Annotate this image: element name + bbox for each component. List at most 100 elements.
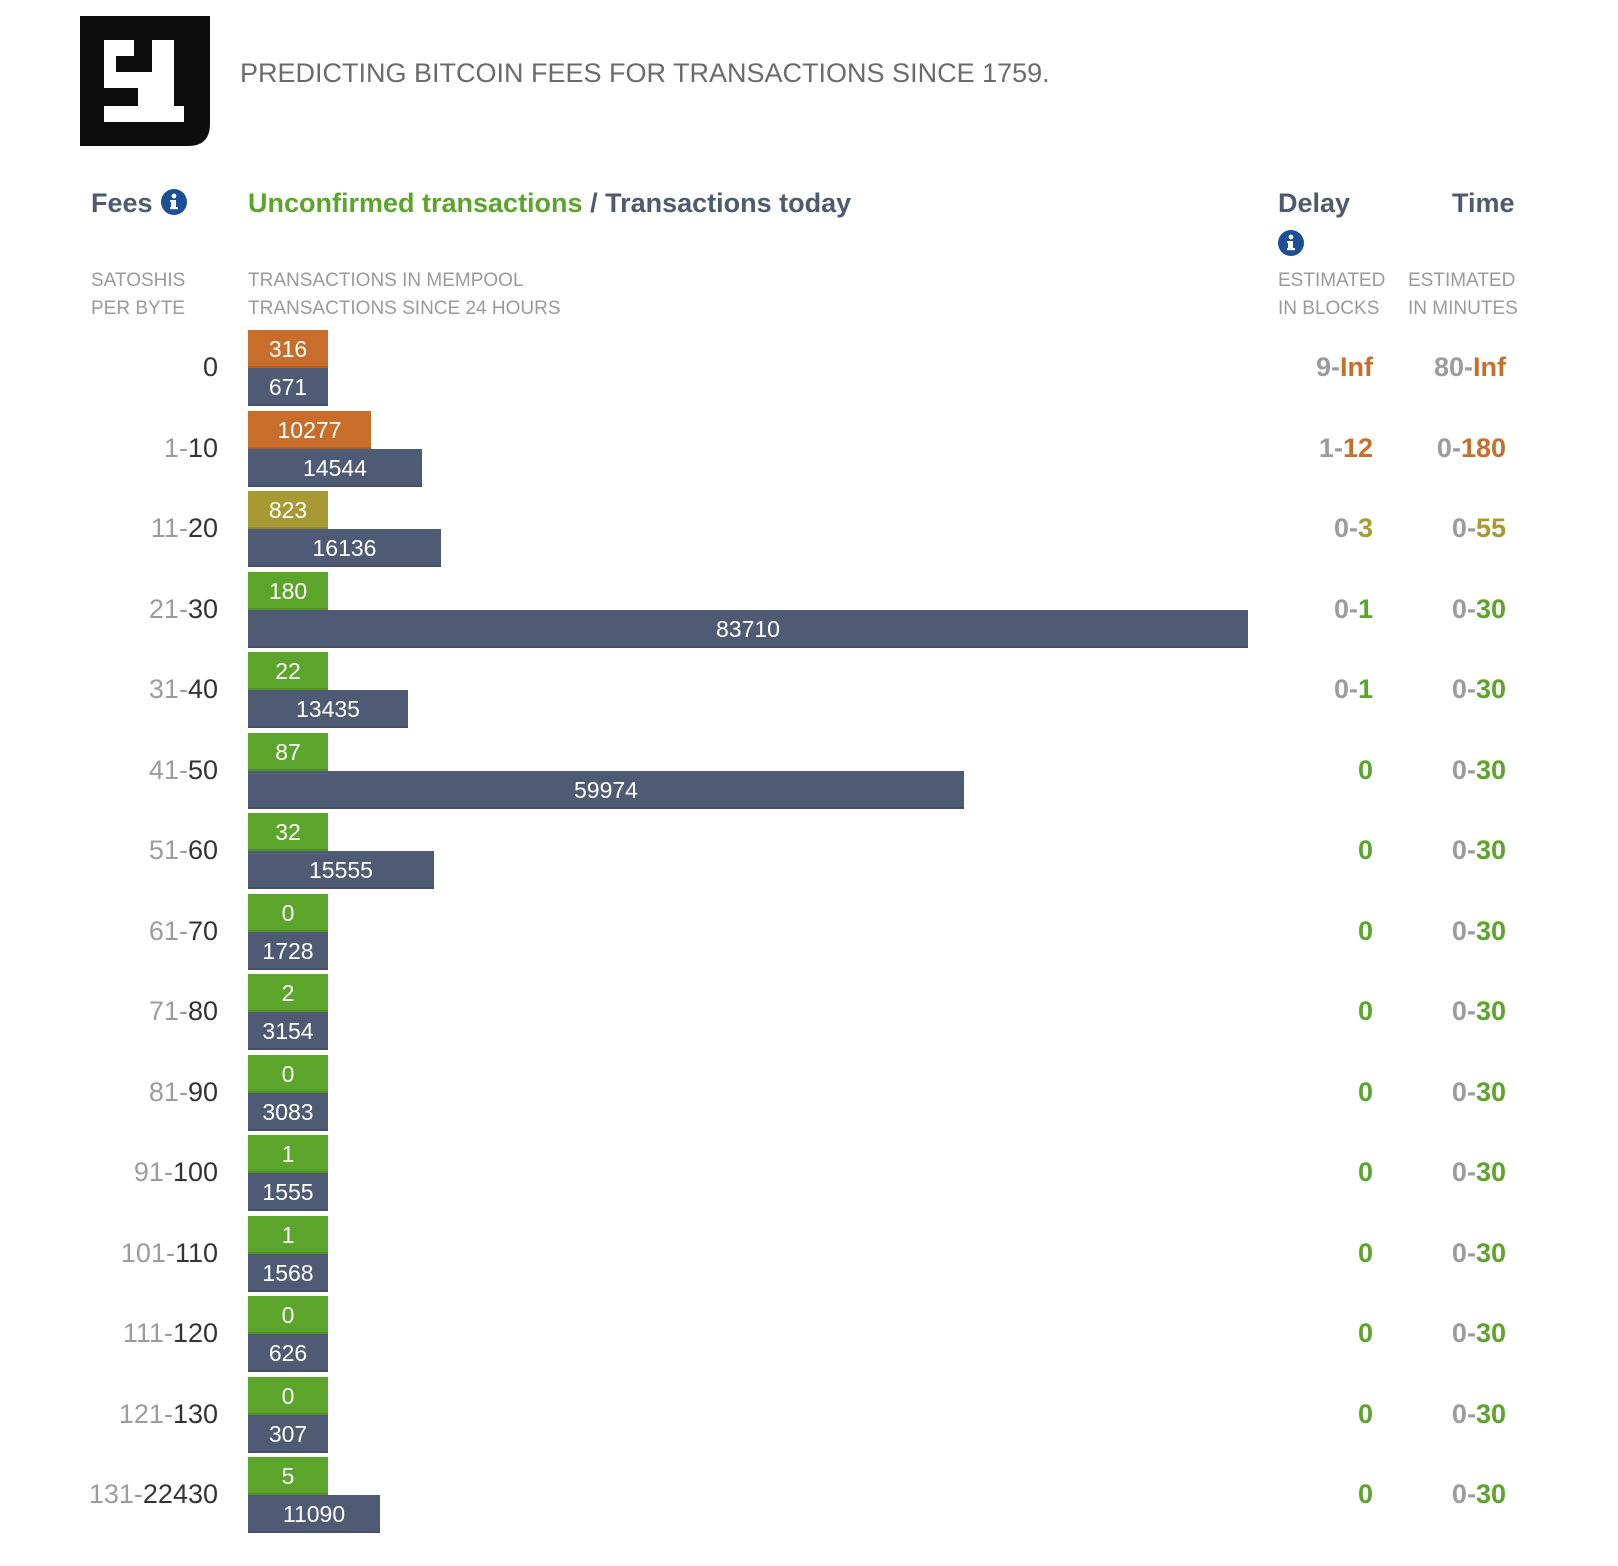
- range-dash: -: [178, 513, 188, 543]
- range-dash: -: [163, 1157, 173, 1187]
- fee-range-low: 121: [118, 1398, 164, 1429]
- today-bar[interactable]: 1728: [248, 931, 328, 970]
- time-low: 0: [1451, 674, 1467, 704]
- range-dash: -: [1466, 835, 1476, 865]
- fees-sub-line: SATOSHIS: [91, 270, 186, 291]
- delay-info-icon[interactable]: [1278, 230, 1304, 256]
- range-dash: -: [178, 754, 188, 785]
- mempool-bar[interactable]: 823: [248, 491, 328, 529]
- today-bar[interactable]: 16136: [248, 529, 441, 567]
- unconfirmed-title: Unconfirmed transactions: [248, 188, 583, 218]
- time-high: 30: [1475, 674, 1506, 704]
- today-bar[interactable]: 59974: [248, 770, 964, 809]
- fee-range-high: 50: [187, 754, 218, 785]
- mempool-bar[interactable]: 0: [248, 1054, 328, 1093]
- delay-sub-line: ESTIMATED: [1278, 270, 1386, 291]
- time-high: 30: [1475, 835, 1506, 865]
- transactions-subheading: TRANSACTIONS IN MEMPOOL TRANSACTIONS SIN…: [248, 267, 561, 323]
- time-low: 0: [1451, 1237, 1467, 1268]
- delay-high: 0: [1357, 1157, 1373, 1187]
- delay-low: 1: [1318, 432, 1334, 463]
- mempool-bar[interactable]: 10277: [248, 410, 371, 449]
- today-bar[interactable]: 1555: [248, 1173, 328, 1211]
- delay-estimate: 0: [1358, 996, 1373, 1027]
- delay-low: 0: [1333, 593, 1349, 624]
- range-dash: -: [1466, 1157, 1476, 1187]
- fees-info-icon[interactable]: [160, 189, 187, 215]
- range-dash: -: [1348, 674, 1358, 704]
- fee-range-low: 61: [148, 915, 179, 946]
- delay-high: 12: [1342, 432, 1373, 463]
- fee-range-high: 80: [187, 996, 218, 1026]
- mempool-bar[interactable]: 316: [248, 330, 328, 368]
- today-bar[interactable]: 1568: [248, 1253, 328, 1292]
- fees-sub-line: PER BYTE: [91, 298, 185, 319]
- fee-range-value: 0: [202, 352, 218, 382]
- fee-range-low: 21: [148, 593, 179, 624]
- fee-range-low: 111: [122, 1318, 164, 1348]
- time-high: 30: [1475, 1237, 1506, 1268]
- today-bar[interactable]: 671: [248, 368, 328, 406]
- fee-range-label: 0: [203, 352, 218, 383]
- delay-low: 0: [1333, 513, 1349, 543]
- range-dash: -: [1348, 513, 1358, 543]
- mempool-bar[interactable]: 2: [248, 974, 328, 1012]
- delay-high: 0: [1357, 1237, 1373, 1268]
- fee-range-label: 21-30: [149, 594, 218, 625]
- fee-range-label: 51-60: [149, 835, 218, 866]
- fee-range-label: 41-50: [149, 755, 218, 786]
- delay-low: 0: [1333, 674, 1349, 704]
- today-bar[interactable]: 3154: [248, 1012, 328, 1050]
- today-bar[interactable]: 11090: [248, 1495, 380, 1533]
- tx-sub-line: TRANSACTIONS IN MEMPOOL: [248, 270, 524, 291]
- time-estimate: 0-30: [1452, 1157, 1506, 1188]
- today-bar[interactable]: 626: [248, 1334, 328, 1372]
- time-high: 30: [1475, 1398, 1506, 1429]
- time-high: 180: [1460, 432, 1506, 463]
- mempool-bar[interactable]: 87: [248, 732, 328, 771]
- mempool-bar[interactable]: 32: [248, 813, 328, 851]
- time-low: 0: [1451, 593, 1467, 624]
- delay-estimate: 1-12: [1319, 433, 1373, 464]
- fee-range-low: 71: [148, 996, 179, 1026]
- delay-estimate: 0: [1358, 1399, 1373, 1430]
- time-estimate: 0-30: [1452, 1399, 1506, 1430]
- delay-high: 1: [1357, 674, 1373, 704]
- today-bar[interactable]: 13435: [248, 690, 408, 728]
- mempool-bar[interactable]: 0: [248, 1296, 328, 1334]
- today-bar[interactable]: 83710: [248, 609, 1248, 648]
- fee-range-high: 90: [187, 1076, 218, 1107]
- fee-range-low: 131: [88, 1479, 134, 1509]
- time-estimate: 0-30: [1452, 1238, 1506, 1269]
- time-estimate: 0-30: [1452, 996, 1506, 1027]
- fees-subheading: SATOSHIS PER BYTE: [91, 267, 185, 323]
- time-estimate: 0-30: [1452, 1318, 1506, 1349]
- range-dash: -: [1331, 352, 1340, 382]
- mempool-bar[interactable]: 0: [248, 1376, 328, 1415]
- time-estimate: 0-30: [1452, 594, 1506, 625]
- mempool-bar[interactable]: 22: [248, 652, 328, 690]
- fee-range-low: 41: [148, 754, 179, 785]
- time-sub-line: ESTIMATED: [1408, 270, 1516, 291]
- mempool-bar[interactable]: 1: [248, 1135, 328, 1173]
- time-heading: Time: [1452, 188, 1515, 219]
- range-dash: -: [133, 1479, 143, 1509]
- logo-mark: [80, 16, 210, 146]
- mempool-bar[interactable]: 0: [248, 893, 328, 932]
- today-bar[interactable]: 15555: [248, 851, 434, 889]
- range-dash: -: [1466, 513, 1476, 543]
- today-bar[interactable]: 307: [248, 1414, 328, 1453]
- mempool-bar[interactable]: 5: [248, 1457, 328, 1495]
- range-dash: -: [1348, 593, 1358, 624]
- logo[interactable]: [80, 16, 210, 146]
- mempool-bar[interactable]: 1: [248, 1215, 328, 1254]
- range-dash: -: [1333, 432, 1343, 463]
- mempool-bar[interactable]: 180: [248, 571, 328, 610]
- delay-high: 0: [1357, 835, 1373, 865]
- today-bar[interactable]: 3083: [248, 1092, 328, 1131]
- time-high: 30: [1475, 754, 1506, 785]
- today-bar[interactable]: 14544: [248, 448, 422, 487]
- fee-range-low: 11: [150, 513, 179, 543]
- fee-range-low: 91: [133, 1157, 164, 1187]
- fee-range-label: 31-40: [149, 674, 218, 705]
